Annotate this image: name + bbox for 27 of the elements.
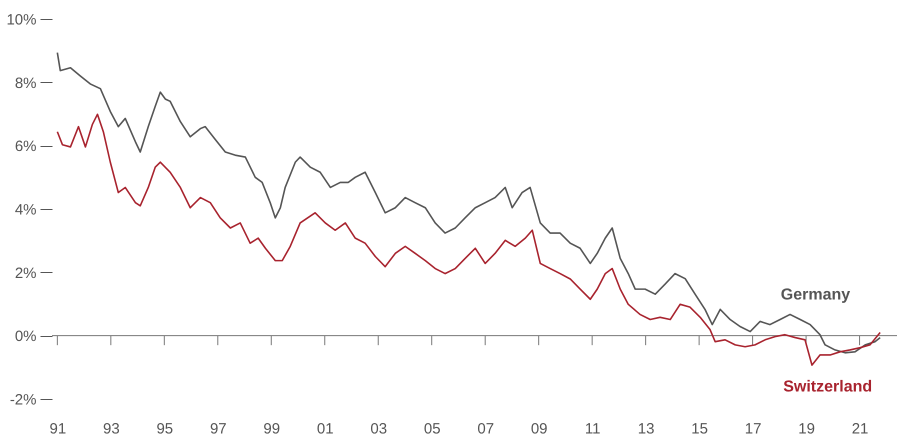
x-tick-label: 17	[744, 420, 762, 438]
line-series	[56, 52, 881, 354]
x-tick-label: 99	[263, 420, 280, 438]
x-tick-label: 07	[477, 420, 494, 438]
x-tick-label: 21	[852, 420, 868, 438]
x-tick-label: 01	[316, 420, 334, 438]
x-tick-label: 19	[798, 420, 815, 438]
series-label: Germany	[780, 286, 850, 304]
x-tick-label: 11	[584, 420, 600, 438]
x-tick-label: 05	[424, 420, 441, 438]
y-tick-label: -2%	[10, 392, 36, 408]
y-tick-label: 0%	[14, 328, 36, 346]
x-tick-label: 95	[156, 420, 174, 438]
y-tick-label: 10%	[6, 12, 36, 28]
y-tick-label: 2%	[14, 264, 36, 282]
y-tick-label: 8%	[14, 74, 36, 92]
x-tick-label: 09	[530, 420, 548, 438]
line-series	[56, 114, 881, 366]
x-tick-label: 91	[50, 420, 66, 438]
x-tick-label: 13	[638, 420, 654, 438]
x-tick-label: 97	[210, 420, 227, 438]
y-tick-label: 4%	[14, 202, 36, 218]
y-tick-label: 6%	[14, 138, 36, 156]
x-tick-label: 93	[102, 420, 120, 438]
x-tick-label: 15	[691, 420, 708, 438]
x-tick-label: 03	[370, 420, 388, 438]
series-label: Switzerland	[783, 378, 872, 396]
